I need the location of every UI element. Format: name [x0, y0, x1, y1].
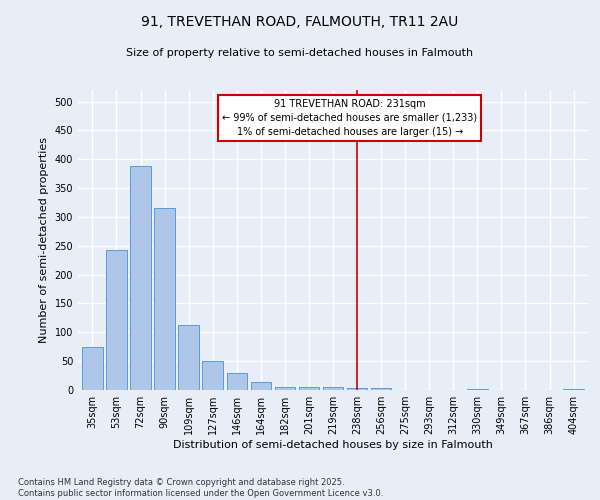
Bar	[299, 387, 319, 390]
Bar	[178, 325, 199, 390]
Bar	[371, 388, 391, 390]
Bar	[154, 208, 175, 390]
Bar	[323, 387, 343, 390]
Text: 91, TREVETHAN ROAD, FALMOUTH, TR11 2AU: 91, TREVETHAN ROAD, FALMOUTH, TR11 2AU	[142, 15, 458, 29]
Bar	[82, 346, 103, 390]
Bar	[130, 166, 151, 390]
Bar	[251, 382, 271, 390]
Text: Size of property relative to semi-detached houses in Falmouth: Size of property relative to semi-detach…	[127, 48, 473, 58]
Bar	[106, 250, 127, 390]
Text: Contains HM Land Registry data © Crown copyright and database right 2025.
Contai: Contains HM Land Registry data © Crown c…	[18, 478, 383, 498]
Bar	[275, 386, 295, 390]
Bar	[227, 372, 247, 390]
Bar	[467, 389, 488, 390]
Bar	[347, 388, 367, 390]
Y-axis label: Number of semi-detached properties: Number of semi-detached properties	[39, 137, 49, 343]
Text: 91 TREVETHAN ROAD: 231sqm
← 99% of semi-detached houses are smaller (1,233)
1% o: 91 TREVETHAN ROAD: 231sqm ← 99% of semi-…	[222, 98, 478, 136]
Bar	[202, 361, 223, 390]
X-axis label: Distribution of semi-detached houses by size in Falmouth: Distribution of semi-detached houses by …	[173, 440, 493, 450]
